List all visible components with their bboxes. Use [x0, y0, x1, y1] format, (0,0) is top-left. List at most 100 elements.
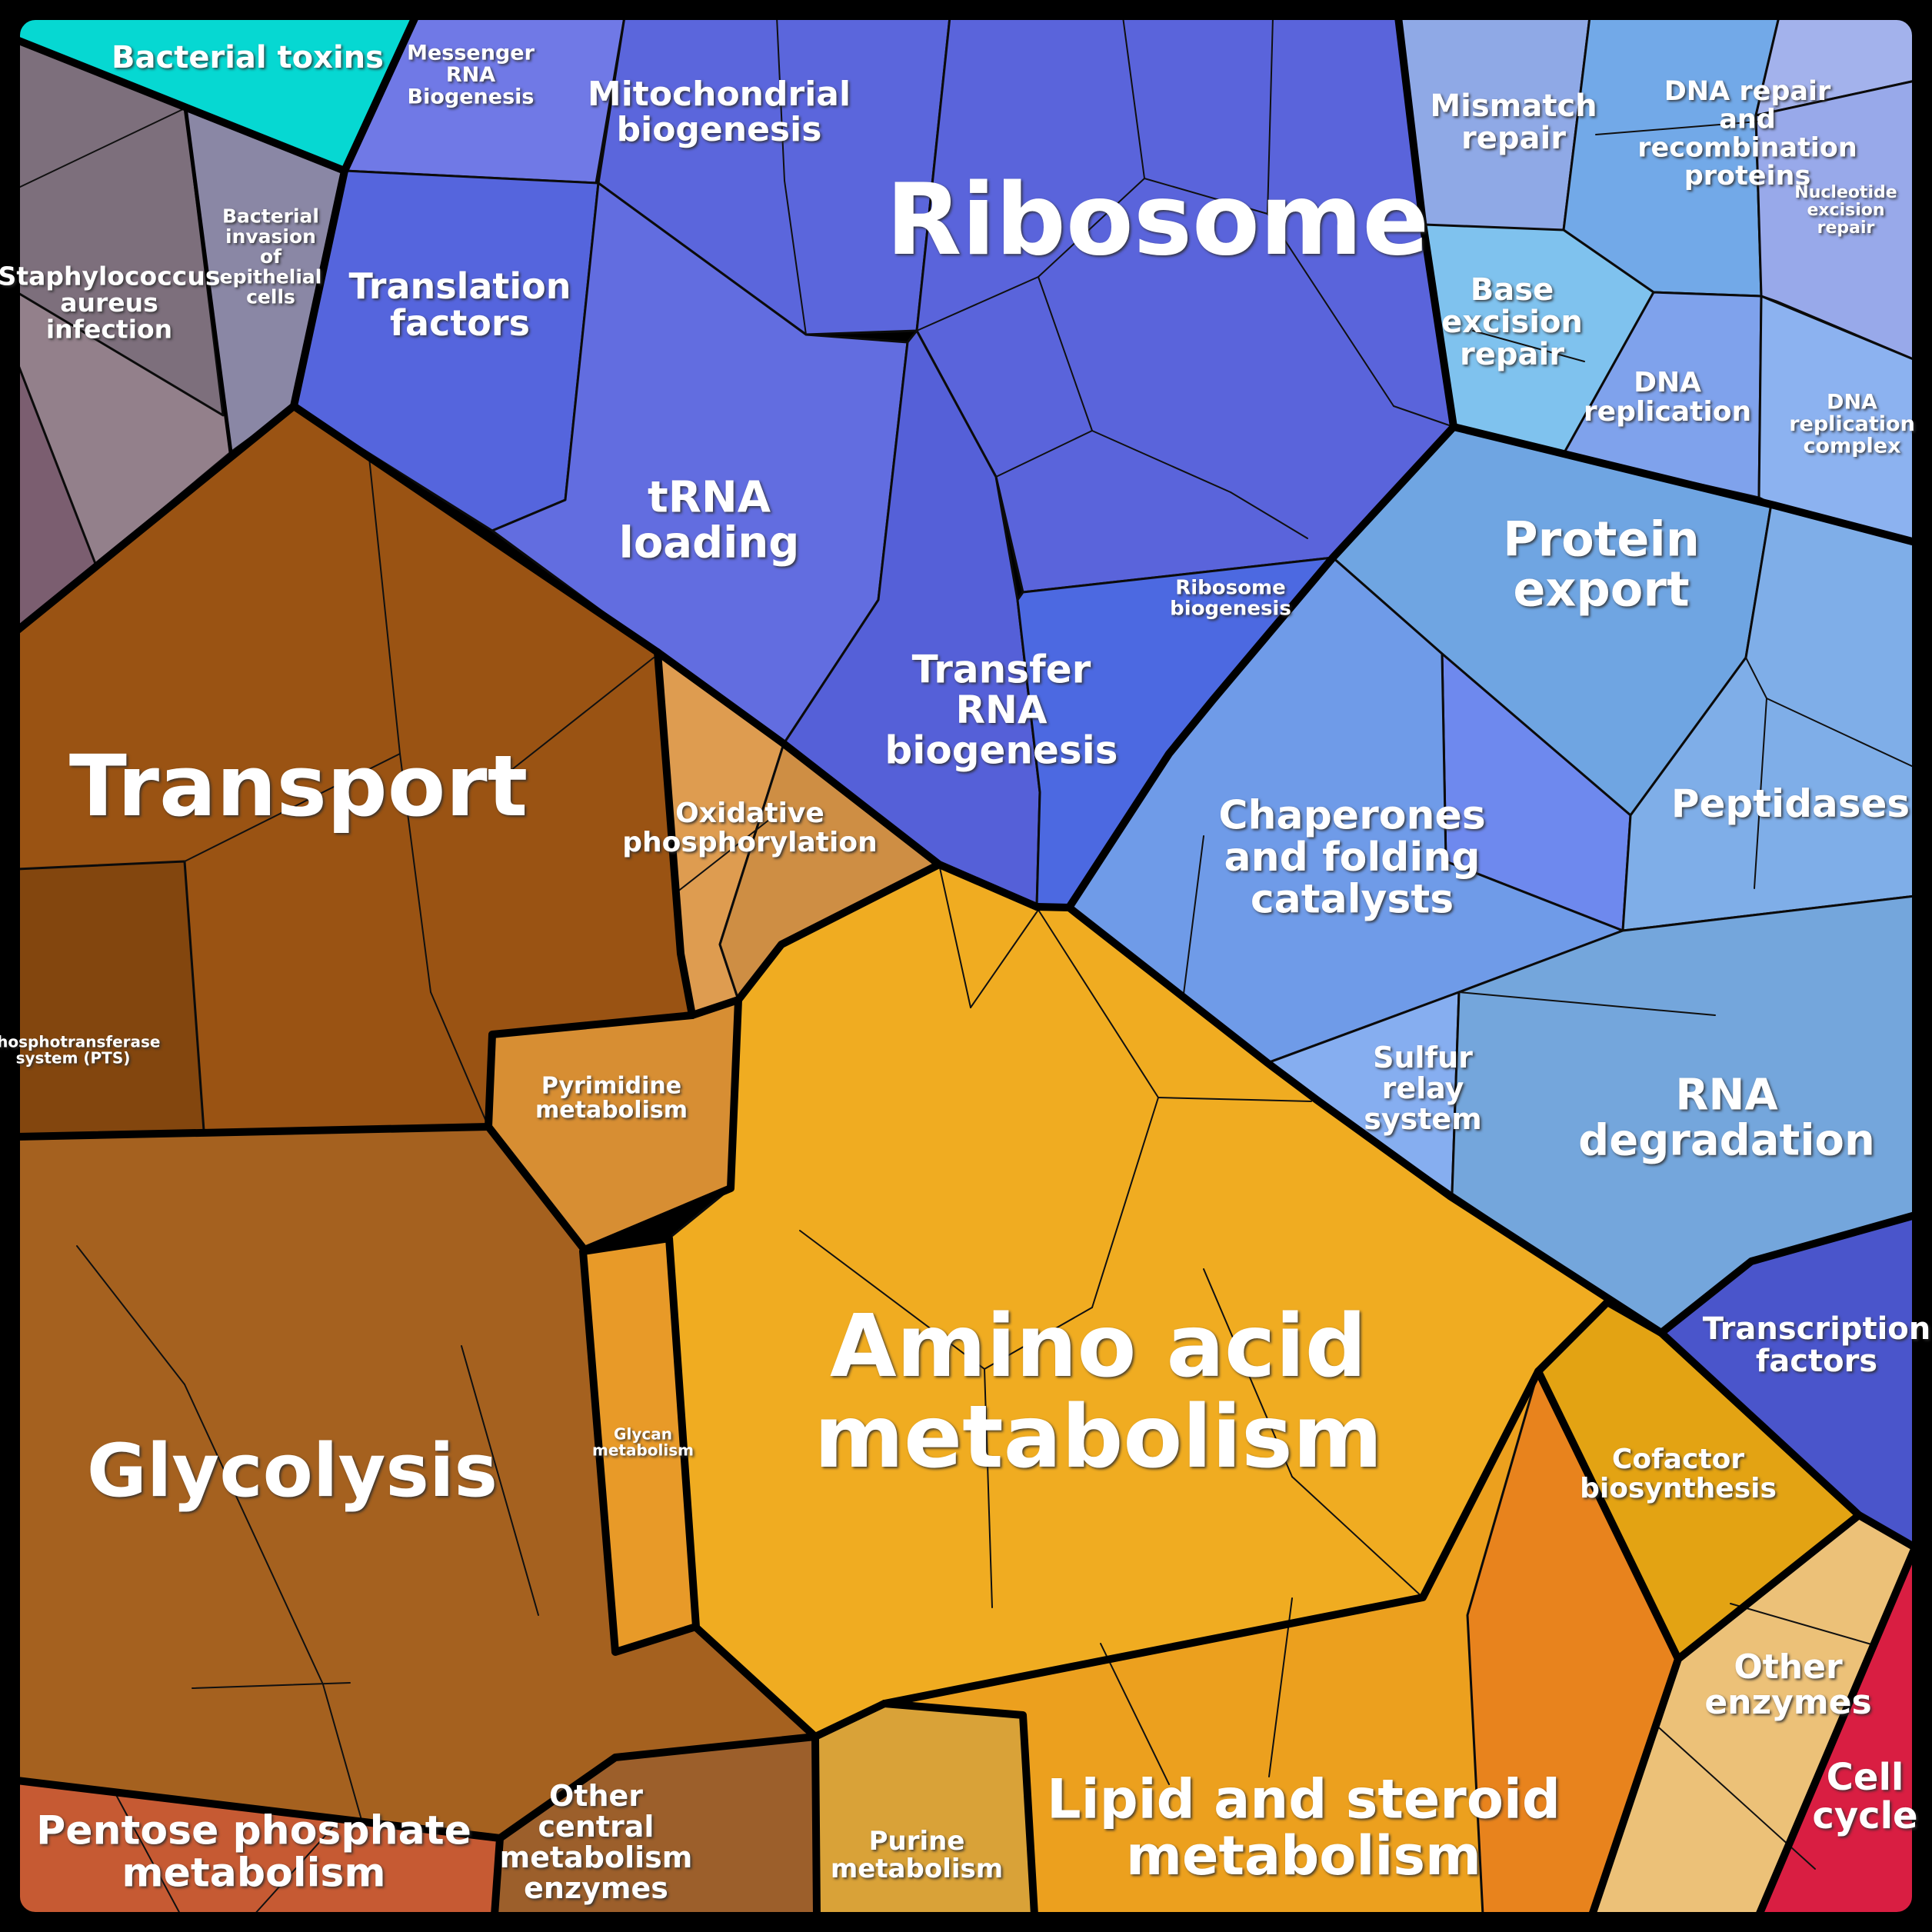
subcell-divider — [1100, 1643, 1170, 1785]
label-messenger-rna-biogenesis: Messenger RNA Biogenesis — [407, 42, 535, 109]
category-border — [654, 648, 696, 1019]
label-glycolysis: Glycolysis — [87, 1429, 498, 1514]
label-ribosome: Ribosome — [886, 163, 1429, 278]
subcell-divider — [1595, 121, 1758, 135]
label-purine-metabolism: Purine metabolism — [831, 1826, 1003, 1884]
label-transfer-rna-biogenesis: Transfer RNA biogenesis — [884, 648, 1118, 773]
category-border — [881, 1367, 1542, 1707]
subcell-divider — [76, 1245, 185, 1385]
subcell-divider — [1230, 491, 1308, 539]
subcell-divider — [1091, 1097, 1159, 1308]
label-bacterial-toxins: Bacterial toxins — [112, 40, 384, 75]
label-cell-cycle: Cell cycle — [1812, 1756, 1917, 1837]
label-other-enzymes: Other enzymes — [1704, 1647, 1871, 1722]
subcell-divider — [1038, 276, 1093, 431]
subcell-divider — [1203, 1268, 1293, 1477]
subcell-divider — [799, 1230, 985, 1370]
label-pts-cell: Phosphotransferase system (PTS) — [0, 1033, 161, 1068]
label-protein-export: Protein export — [1503, 511, 1700, 617]
label-ribosome-biogenesis: Ribosome biogenesis — [1170, 576, 1291, 620]
category-border — [1674, 1511, 1863, 1663]
subcell-divider — [784, 180, 807, 335]
subcell-divider — [184, 753, 401, 862]
subcell-divider — [1158, 1097, 1312, 1102]
subcell-divider — [430, 991, 489, 1128]
subcell-divider — [776, 16, 785, 182]
category-border — [1534, 1298, 1611, 1375]
subcell-divider — [970, 909, 1039, 1008]
category-border — [1394, 13, 1457, 431]
subcell-divider — [184, 1384, 324, 1685]
subcell-divider — [253, 1822, 338, 1916]
subcell-divider — [1144, 178, 1268, 215]
label-dna-replication: DNA replication — [1584, 367, 1751, 428]
label-base-excision-repair: Base excision repair — [1441, 272, 1583, 372]
label-bacterial-invasion: Bacterial invasion of epithelial cells — [220, 205, 322, 308]
subcell-divider — [461, 1345, 539, 1616]
category-border — [1065, 904, 1665, 1337]
category-border — [1657, 1211, 1919, 1337]
category-border — [13, 1123, 492, 1141]
subcell-divider — [16, 108, 184, 189]
label-mismatch-repair: Mismatch repair — [1430, 88, 1597, 156]
label-chaperones-folding: Chaperones and folding catalysts — [1218, 792, 1485, 922]
label-rna-degradation: RNA degradation — [1578, 1071, 1875, 1166]
subcell-divider — [1267, 16, 1274, 215]
subcell-divider — [115, 1793, 182, 1916]
cell-pts-cell[interactable] — [15, 860, 205, 1138]
subcell-divider — [192, 1682, 351, 1689]
subcell-divider — [1754, 698, 1767, 889]
label-sulfur-relay: Sulfur relay system — [1364, 1041, 1482, 1136]
label-oxidative-phosphorylation: Oxidative phosphorylation — [622, 798, 877, 858]
category-border — [183, 105, 233, 455]
category-border — [654, 648, 1041, 911]
label-translation-factors: Translation factors — [348, 265, 571, 344]
label-glycan-metabolism: Glycan metabolism — [592, 1425, 694, 1460]
label-nucleotide-excision-repair: Nucleotide excision repair — [1794, 183, 1897, 238]
subcell-divider — [984, 1307, 1093, 1370]
subcell-divider — [322, 1684, 362, 1820]
category-border — [1450, 423, 1919, 546]
subcell-divider — [1267, 213, 1394, 407]
subcell-divider — [984, 1368, 993, 1608]
category-border — [496, 1733, 819, 1842]
label-amino-acid-metabolism: Amino acid metabolism — [814, 1297, 1382, 1487]
category-border — [1755, 1544, 1919, 1919]
category-border — [1588, 1655, 1682, 1919]
subcell-divider — [1730, 1603, 1877, 1647]
subcell-divider — [1091, 430, 1231, 493]
category-border — [688, 861, 943, 1019]
label-dna-repair-recombination: DNA repair and recombination proteins — [1637, 76, 1857, 192]
label-pentose-phosphate: Pentose phosphate metabolism — [36, 1808, 471, 1897]
label-trna-loading: tRNA loading — [619, 473, 800, 568]
label-peptidases: Peptidases — [1671, 781, 1910, 826]
category-border — [1033, 423, 1457, 911]
subcell-divider — [938, 864, 971, 1008]
category-border — [290, 167, 348, 410]
label-mitochondrial-biogenesis: Mitochondrial biogenesis — [588, 75, 851, 149]
category-border — [881, 1700, 1038, 1919]
subcell-divider — [1268, 1597, 1293, 1777]
category-border — [811, 1700, 888, 1740]
label-pyrimidine-metabolism: Pyrimidine metabolism — [535, 1072, 688, 1124]
subcell-divider — [916, 276, 1039, 331]
category-border — [13, 402, 298, 635]
label-dna-replication-complex: DNA replication complex — [1789, 391, 1915, 458]
category-border — [485, 996, 742, 1254]
subcell-divider — [1472, 330, 1585, 362]
subcell-divider — [1393, 405, 1454, 428]
subcell-divider — [1038, 178, 1145, 278]
subcell-divider — [1745, 657, 1767, 699]
category-border — [290, 402, 661, 656]
label-transport: Transport — [69, 737, 528, 835]
subcell-divider — [995, 430, 1093, 478]
subcell-divider — [1458, 991, 1716, 1016]
subcell-divider — [368, 457, 401, 754]
subcell-divider — [1122, 16, 1145, 179]
category-border — [1604, 1298, 1665, 1337]
category-border — [692, 1624, 819, 1740]
subcell-divider — [507, 657, 655, 774]
